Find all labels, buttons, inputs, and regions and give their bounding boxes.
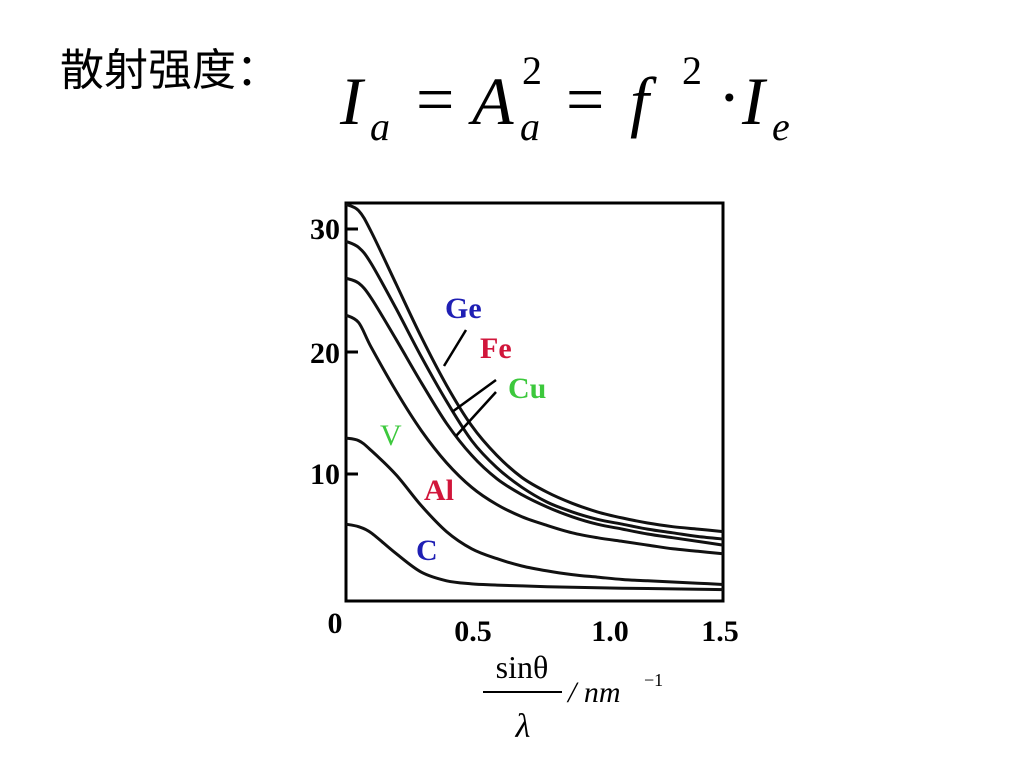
formula-sup-2-1: 2	[522, 48, 542, 93]
formula-I-e: I	[741, 63, 768, 139]
leader-cu	[455, 391, 497, 437]
formula-sub-a-1: a	[370, 104, 390, 149]
x-tick-label-1.5: 1.5	[701, 615, 739, 648]
xlabel-denominator: λ	[515, 708, 531, 745]
xlabel-unit-exponent: −1	[644, 670, 663, 690]
series-line-v	[345, 313, 724, 556]
series-label-fe: Fe	[480, 332, 512, 365]
formula-eq-1: =	[416, 61, 454, 137]
x-tick-label-1.0: 1.0	[591, 615, 629, 648]
series-layer	[345, 202, 724, 592]
series-line-c	[345, 522, 724, 592]
origin-label: 0	[328, 607, 343, 640]
series-line-ge	[345, 202, 724, 534]
y-tick-label-30: 30	[310, 213, 340, 246]
y-tick-label-10: 10	[310, 458, 340, 491]
scattering-intensity-formula: I a = A 2 a = f 2 · I e	[339, 48, 790, 149]
formula-sub-a-2: a	[520, 104, 540, 149]
series-label-al: Al	[424, 474, 454, 507]
leader-fe	[451, 378, 497, 414]
series-label-c: C	[416, 534, 438, 567]
series-line-fe	[345, 239, 724, 541]
x-tick-label-0.5: 0.5	[454, 615, 492, 648]
formula-dot: ·	[718, 59, 741, 135]
formula-A: A	[468, 63, 514, 139]
formula-sub-e: e	[772, 104, 790, 149]
leader-ge	[442, 329, 468, 367]
plot-frame	[344, 201, 725, 603]
series-label-ge: Ge	[445, 292, 482, 325]
series-label-cu: Cu	[508, 372, 546, 405]
series-line-al	[345, 436, 724, 586]
formula-eq-2: =	[566, 61, 604, 137]
series-label-v: V	[380, 419, 402, 452]
xlabel-numerator: sinθ	[496, 649, 549, 685]
page-title: 散射强度：	[60, 45, 280, 96]
series-line-cu	[345, 276, 724, 547]
formula-I: I	[339, 63, 366, 139]
y-tick-label-20: 20	[310, 337, 340, 370]
xlabel-unit: / nm	[566, 676, 621, 709]
formula-sup-2-2: 2	[682, 48, 702, 93]
